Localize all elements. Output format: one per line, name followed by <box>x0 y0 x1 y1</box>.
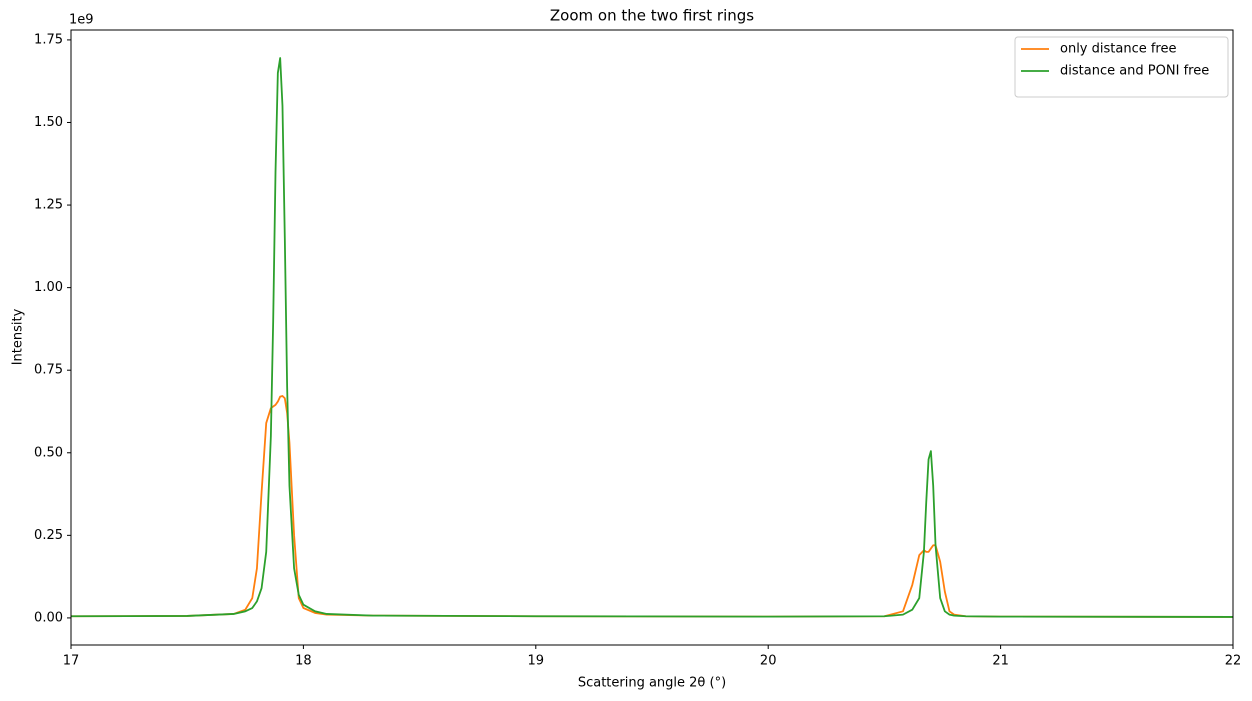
y-tick-label: 1.75 <box>34 32 63 47</box>
y-tick-label: 1.25 <box>34 198 63 213</box>
x-axis-label: Scattering angle 2θ (°) <box>578 676 726 691</box>
x-tick-label: 21 <box>992 654 1009 669</box>
x-tick-label: 22 <box>1225 654 1242 669</box>
x-tick-label: 17 <box>63 654 80 669</box>
legend-label: distance and PONI free <box>1060 64 1209 79</box>
y-tick-label: 0.00 <box>34 610 63 625</box>
chart-title: Zoom on the two first rings <box>550 7 754 25</box>
y-axis-label: Intensity <box>11 308 26 365</box>
y-offset-label: 1e9 <box>69 13 94 28</box>
y-tick-label: 0.50 <box>34 445 63 460</box>
line-series <box>70 57 1234 618</box>
x-tick-label: 18 <box>295 654 312 669</box>
line-series <box>70 395 1234 618</box>
y-tick-label: 0.75 <box>34 363 63 378</box>
x-tick-label: 19 <box>528 654 545 669</box>
y-tick-label: 1.00 <box>34 280 63 295</box>
legend-label: only distance free <box>1060 42 1176 57</box>
plot-frame <box>70 29 1234 646</box>
legend-box <box>1014 36 1229 98</box>
y-tick-label: 1.50 <box>34 115 63 130</box>
y-tick-label: 0.25 <box>34 528 63 543</box>
x-tick-label: 20 <box>760 654 777 669</box>
